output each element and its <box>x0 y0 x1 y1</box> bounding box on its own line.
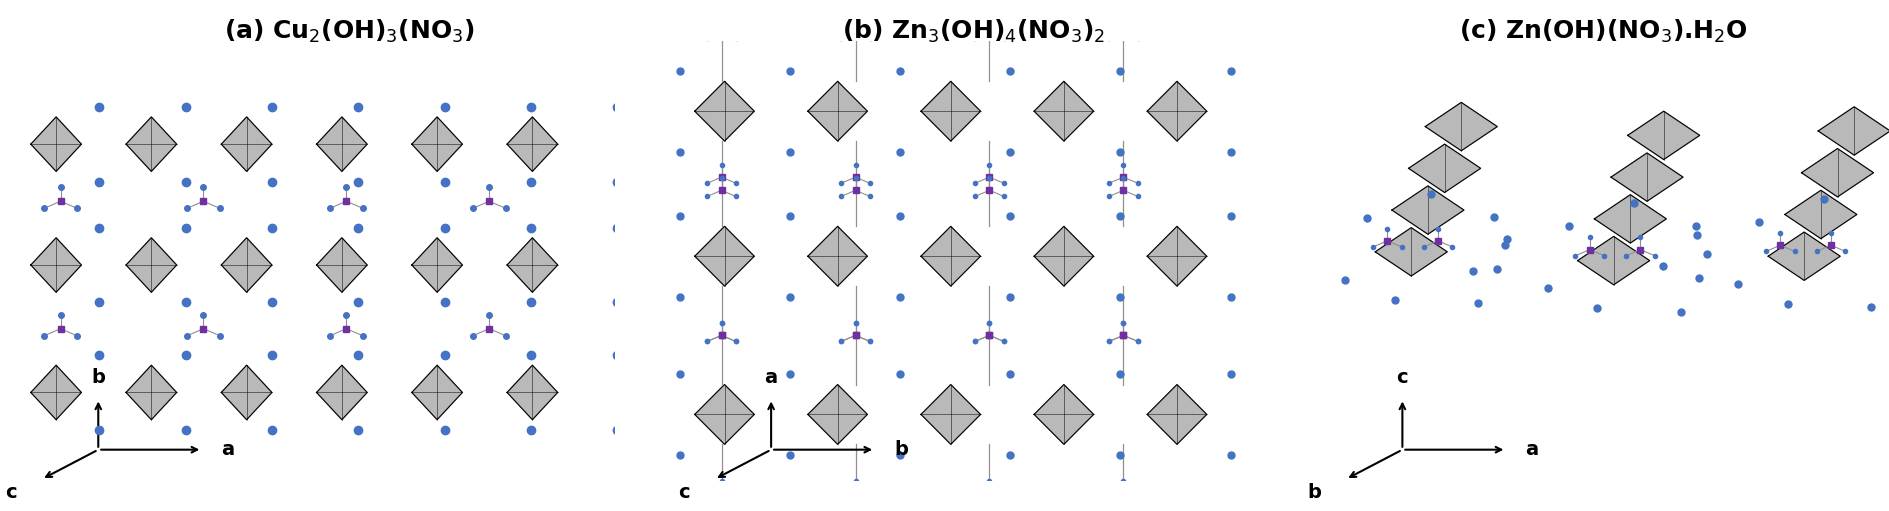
Polygon shape <box>1033 385 1094 444</box>
Polygon shape <box>412 117 463 171</box>
Polygon shape <box>807 81 867 141</box>
Polygon shape <box>1783 190 1855 239</box>
Polygon shape <box>1375 228 1447 276</box>
Text: (c) Zn(OH)(NO$_3$).H$_2$O: (c) Zn(OH)(NO$_3$).H$_2$O <box>1458 18 1745 45</box>
Polygon shape <box>317 238 366 292</box>
Polygon shape <box>807 226 867 286</box>
Polygon shape <box>221 238 272 292</box>
Polygon shape <box>127 238 176 292</box>
Text: c: c <box>678 483 689 502</box>
Polygon shape <box>1147 385 1205 444</box>
Polygon shape <box>920 385 980 444</box>
Polygon shape <box>317 365 366 420</box>
Polygon shape <box>1768 232 1840 281</box>
Polygon shape <box>1817 107 1889 155</box>
Polygon shape <box>695 226 754 286</box>
Text: a: a <box>1524 440 1538 459</box>
Polygon shape <box>1626 111 1698 159</box>
Polygon shape <box>1147 226 1205 286</box>
Polygon shape <box>127 365 176 420</box>
Polygon shape <box>695 81 754 141</box>
Text: b: b <box>1307 483 1320 502</box>
Polygon shape <box>1390 186 1464 234</box>
Text: c: c <box>1396 368 1407 387</box>
Polygon shape <box>412 238 463 292</box>
Polygon shape <box>1424 102 1496 151</box>
Polygon shape <box>127 117 176 171</box>
Polygon shape <box>1594 195 1666 243</box>
Polygon shape <box>317 117 366 171</box>
Polygon shape <box>506 238 557 292</box>
Polygon shape <box>1407 144 1479 193</box>
Polygon shape <box>30 238 81 292</box>
Polygon shape <box>1800 149 1872 197</box>
Polygon shape <box>920 226 980 286</box>
Polygon shape <box>30 117 81 171</box>
Text: c: c <box>6 483 17 502</box>
Text: a: a <box>765 368 776 387</box>
Polygon shape <box>1147 81 1205 141</box>
Polygon shape <box>221 117 272 171</box>
Polygon shape <box>506 117 557 171</box>
Polygon shape <box>221 365 272 420</box>
Polygon shape <box>412 365 463 420</box>
Polygon shape <box>30 365 81 420</box>
Polygon shape <box>1033 81 1094 141</box>
Polygon shape <box>807 385 867 444</box>
Text: a: a <box>221 440 234 459</box>
Polygon shape <box>1609 153 1681 201</box>
Text: (b) Zn$_3$(OH)$_4$(NO$_3$)$_2$: (b) Zn$_3$(OH)$_4$(NO$_3$)$_2$ <box>841 18 1105 45</box>
Text: b: b <box>91 368 106 387</box>
Polygon shape <box>1033 226 1094 286</box>
Polygon shape <box>1577 237 1649 285</box>
Text: (a) Cu$_2$(OH)$_3$(NO$_3$): (a) Cu$_2$(OH)$_3$(NO$_3$) <box>225 18 474 45</box>
Polygon shape <box>506 365 557 420</box>
Polygon shape <box>695 385 754 444</box>
Polygon shape <box>920 81 980 141</box>
Text: b: b <box>893 440 907 459</box>
